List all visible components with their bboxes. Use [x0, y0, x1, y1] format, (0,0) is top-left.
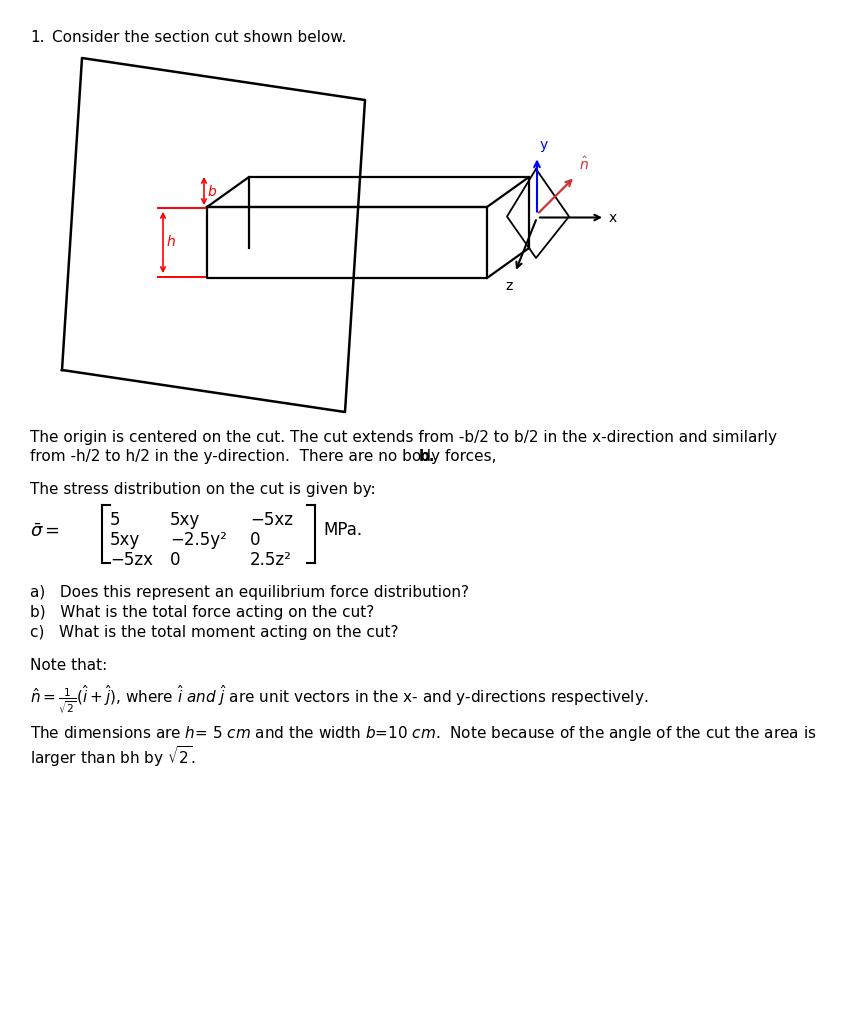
Text: x: x: [609, 211, 617, 224]
Text: −2.5y²: −2.5y²: [170, 531, 227, 549]
Text: a)   Does this represent an equilibrium force distribution?: a) Does this represent an equilibrium fo…: [30, 585, 469, 600]
Text: 2.5z²: 2.5z²: [250, 551, 292, 569]
Text: Note that:: Note that:: [30, 658, 107, 673]
Text: h: h: [167, 236, 175, 249]
Text: The origin is centered on the cut. The cut extends from -b/2 to b/2 in the x-dir: The origin is centered on the cut. The c…: [30, 430, 777, 445]
Text: z: z: [505, 278, 513, 293]
Text: b.: b.: [419, 449, 435, 464]
Text: 5xy: 5xy: [110, 531, 140, 549]
Text: MPa.: MPa.: [323, 521, 362, 539]
Text: c)   What is the total moment acting on the cut?: c) What is the total moment acting on th…: [30, 625, 398, 640]
Text: $\bar{\sigma}=$: $\bar{\sigma}=$: [30, 523, 60, 541]
Text: 5xy: 5xy: [170, 511, 200, 529]
Text: b: b: [208, 185, 217, 199]
Text: b)   What is the total force acting on the cut?: b) What is the total force acting on the…: [30, 605, 374, 620]
Text: larger than bh by $\sqrt{2}$.: larger than bh by $\sqrt{2}$.: [30, 744, 195, 769]
Text: 5: 5: [110, 511, 120, 529]
Text: Consider the section cut shown below.: Consider the section cut shown below.: [52, 30, 346, 45]
Text: −5zx: −5zx: [110, 551, 153, 569]
Text: 1.: 1.: [30, 30, 45, 45]
Text: $\hat{n}$: $\hat{n}$: [579, 155, 589, 173]
Text: 0: 0: [250, 531, 261, 549]
Text: 0: 0: [170, 551, 181, 569]
Text: The dimensions are $h$= 5 $cm$ and the width $b$=10 $cm$.  Note because of the a: The dimensions are $h$= 5 $cm$ and the w…: [30, 724, 816, 743]
Text: −5xz: −5xz: [250, 511, 293, 529]
Text: The stress distribution on the cut is given by:: The stress distribution on the cut is gi…: [30, 482, 376, 497]
Text: y: y: [540, 139, 549, 152]
Text: from -h/2 to h/2 in the y-direction.  There are no body forces,: from -h/2 to h/2 in the y-direction. The…: [30, 449, 501, 464]
Text: $\hat{n} = \frac{1}{\sqrt{2}}(\hat{i} + \hat{j})$, where $\hat{i}$ $and$ $\hat{j: $\hat{n} = \frac{1}{\sqrt{2}}(\hat{i} + …: [30, 683, 649, 714]
